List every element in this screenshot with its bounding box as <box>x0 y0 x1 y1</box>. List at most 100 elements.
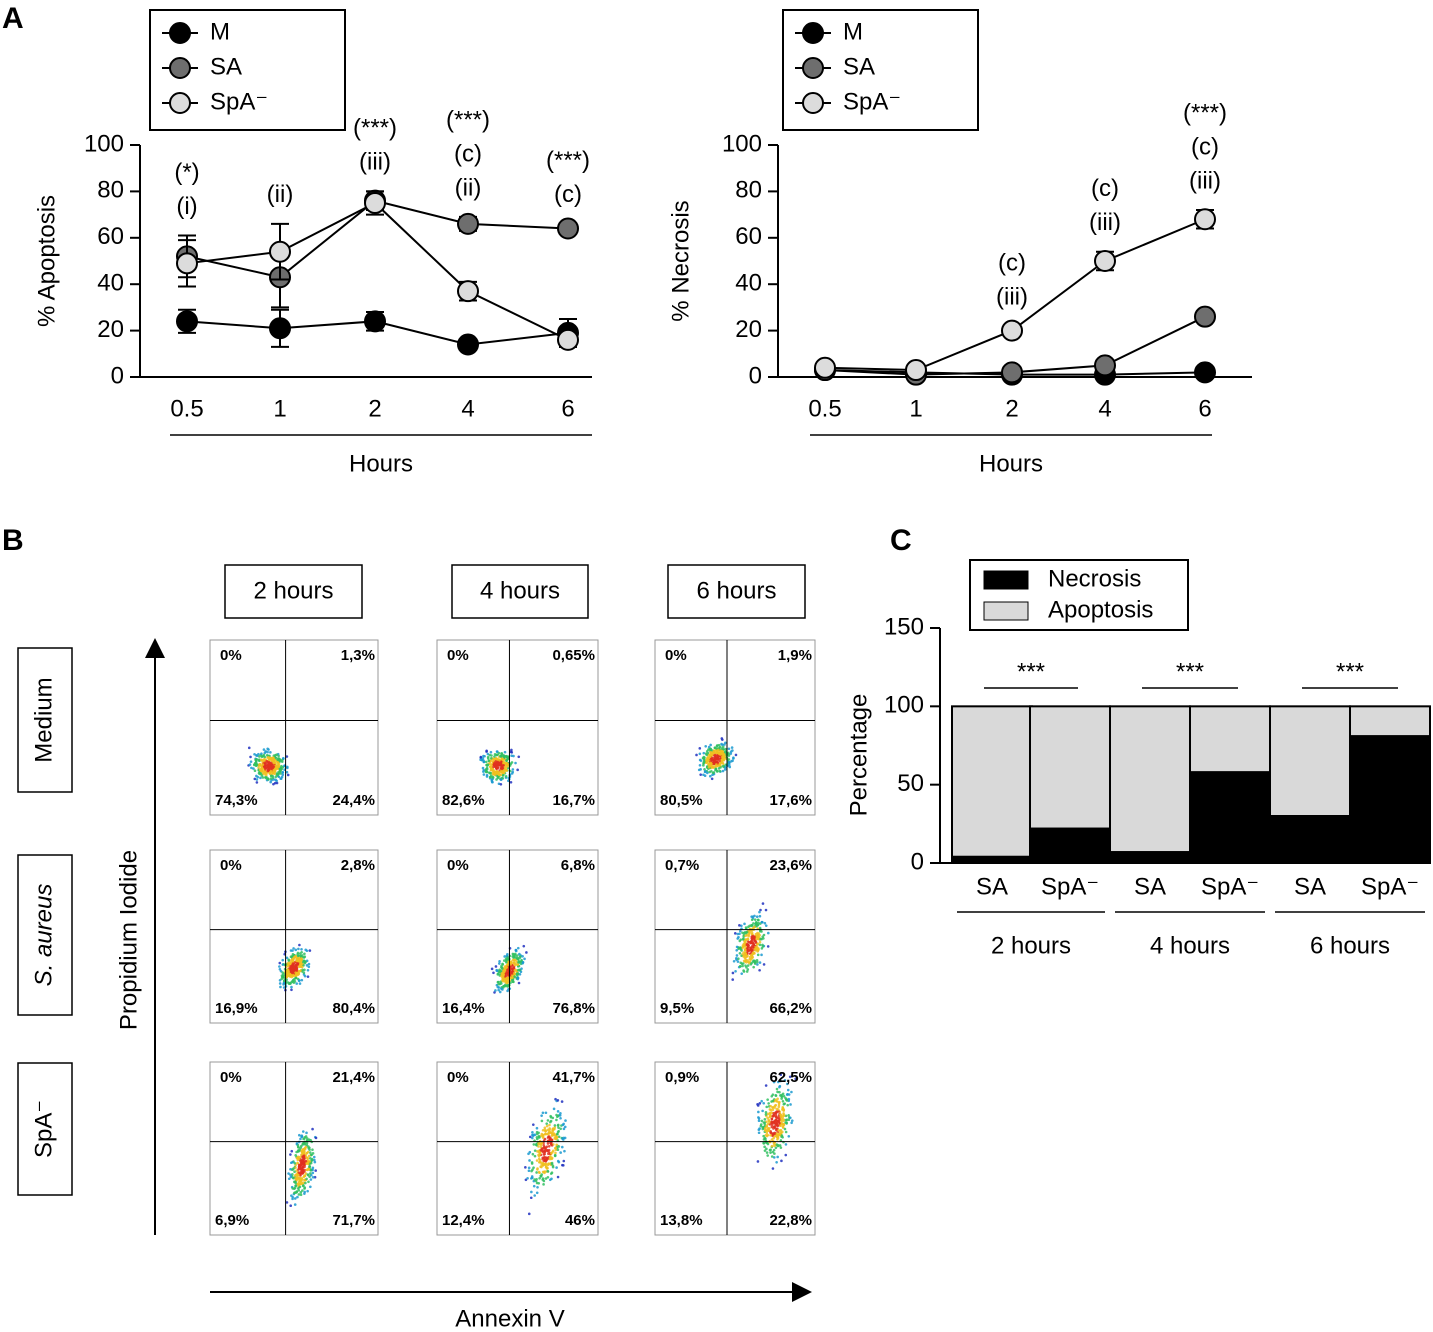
event-dot <box>514 959 517 962</box>
event-dot <box>757 1110 760 1114</box>
event-dot <box>769 1133 772 1137</box>
event-dot <box>313 1175 317 1179</box>
event-dot <box>750 944 754 948</box>
event-dot <box>292 947 295 950</box>
marker <box>176 310 198 333</box>
event-dot <box>741 938 745 941</box>
event-dot <box>773 1144 776 1148</box>
event-dot <box>500 752 503 755</box>
event-dot <box>509 750 513 754</box>
group-label: 2 hours <box>991 932 1071 959</box>
event-dot <box>293 1161 297 1165</box>
event-dot <box>513 975 516 978</box>
event-dot <box>277 757 281 761</box>
quadrant-label: 6,8% <box>561 857 595 874</box>
event-dot <box>489 771 492 775</box>
event-dot <box>761 920 764 924</box>
quadrant-label: 0,65% <box>552 647 595 664</box>
quadrant-label: 9,5% <box>660 1000 694 1017</box>
event-dot <box>744 958 748 961</box>
event-dot <box>303 1168 306 1172</box>
event-dot <box>784 1143 788 1146</box>
event-dot <box>511 768 515 771</box>
event-dot <box>738 932 741 936</box>
event-dot <box>272 761 276 765</box>
column-header: 4 hours <box>480 577 560 604</box>
x-tick-label: 4 <box>1098 395 1111 422</box>
event-dot <box>496 753 499 756</box>
event-dot <box>255 758 259 761</box>
event-dot <box>301 1143 305 1146</box>
event-dot <box>311 1166 315 1170</box>
event-dot <box>497 982 500 986</box>
event-dot <box>739 946 742 950</box>
event-dot <box>758 910 761 914</box>
event-dot <box>752 965 755 969</box>
event-dot <box>504 977 507 981</box>
event-dot <box>506 968 509 972</box>
bar-segment <box>1349 735 1431 864</box>
event-dot <box>790 1121 793 1125</box>
plot-frame <box>436 849 599 1024</box>
event-dot <box>790 1119 794 1122</box>
event-dot <box>698 764 702 767</box>
event-dot <box>535 1191 539 1195</box>
event-dot <box>555 1166 558 1169</box>
event-dot <box>778 1117 781 1121</box>
event-dot <box>543 1126 547 1130</box>
event-dot <box>279 985 282 989</box>
event-dot <box>771 1167 775 1170</box>
quadrant-label: 6,9% <box>215 1212 249 1229</box>
legend-marker <box>802 57 824 79</box>
event-dot <box>303 955 307 958</box>
event-dot <box>541 1163 545 1167</box>
event-dot <box>257 763 261 767</box>
event-dot <box>784 1121 787 1124</box>
y-tick-label: 20 <box>735 316 762 343</box>
event-dot <box>278 967 282 971</box>
event-dot <box>504 754 508 758</box>
event-dot <box>756 943 759 946</box>
event-dot <box>546 1149 549 1153</box>
event-dot <box>297 1173 300 1177</box>
event-dot <box>762 933 766 937</box>
event-dot <box>531 1134 535 1138</box>
event-dot <box>776 1155 779 1159</box>
event-dot <box>764 1137 767 1141</box>
column-header: 2 hours <box>253 577 333 604</box>
event-dot <box>253 769 257 772</box>
event-dot <box>286 972 290 976</box>
event-dot <box>303 1135 307 1139</box>
quadrant-label: 0,7% <box>665 857 699 874</box>
column-header-box <box>451 564 589 619</box>
event-dot <box>303 1157 306 1160</box>
event-dot <box>269 751 272 754</box>
event-dot <box>262 753 266 757</box>
event-dot <box>306 968 310 972</box>
event-dot <box>519 970 523 974</box>
annotation: (***) <box>1183 99 1227 126</box>
bar-segment <box>951 705 1033 858</box>
event-dot <box>291 1168 295 1171</box>
event-cloud <box>731 902 770 981</box>
event-dot <box>520 967 523 970</box>
event-dot <box>516 768 519 772</box>
panel-letter: A <box>2 2 24 35</box>
event-dot <box>298 1148 301 1151</box>
event-dot <box>710 777 714 781</box>
event-dot <box>540 1119 544 1123</box>
row-header: SpA⁻ <box>30 1100 57 1158</box>
event-dot <box>535 1171 538 1174</box>
event-dot <box>782 1109 785 1112</box>
event-dot <box>766 1116 769 1120</box>
event-dot <box>274 775 278 779</box>
event-dot <box>305 1137 309 1140</box>
event-dot <box>260 769 264 773</box>
group-label: 4 hours <box>1150 932 1230 959</box>
event-dot <box>770 1121 773 1125</box>
event-dot <box>751 934 755 938</box>
event-dot <box>300 1150 304 1154</box>
event-dot <box>754 941 758 944</box>
event-dot <box>759 908 762 912</box>
